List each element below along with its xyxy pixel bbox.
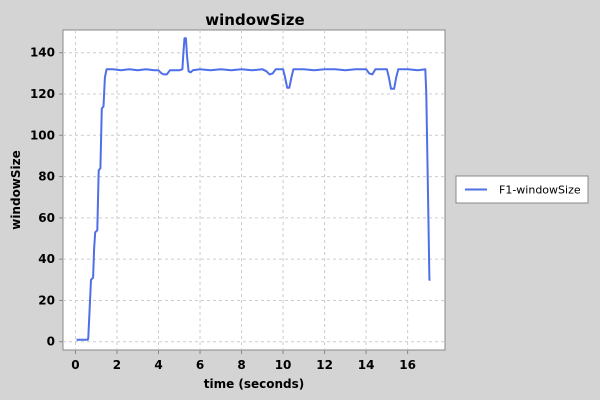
y-tick-label: 40: [38, 252, 55, 266]
x-tick-label: 14: [358, 358, 375, 372]
legend: F1-windowSize: [455, 175, 589, 204]
x-tick-label: 0: [71, 358, 79, 372]
y-tick-label: 60: [38, 211, 55, 225]
legend-label: F1-windowSize: [499, 184, 581, 197]
y-axis-ticks: 0 20 40 60 80 100 120 140: [30, 46, 63, 349]
chart-title: windowSize: [205, 11, 304, 29]
x-axis-label: time (seconds): [204, 377, 305, 391]
grid: [63, 30, 445, 350]
y-tick-label: 0: [47, 335, 55, 349]
y-tick-label: 120: [30, 87, 55, 101]
series-line-F1-windowSize: [76, 37, 431, 341]
y-tick-label: 100: [30, 128, 55, 142]
x-axis-ticks: 0 2 4 6 8 10 12 14 16: [71, 350, 416, 372]
plot-area: [62, 29, 446, 351]
x-tick-label: 12: [316, 358, 333, 372]
y-tick-label: 140: [30, 46, 55, 60]
x-tick-label: 4: [154, 358, 162, 372]
x-tick-label: 6: [196, 358, 204, 372]
x-tick-label: 2: [113, 358, 121, 372]
x-tick-label: 8: [237, 358, 245, 372]
y-axis-label: windowSize: [9, 150, 23, 230]
x-tick-label: 16: [399, 358, 416, 372]
x-tick-label: 10: [275, 358, 292, 372]
y-tick-label: 20: [38, 293, 55, 307]
series-lines: [76, 37, 431, 341]
y-tick-label: 80: [38, 170, 55, 184]
